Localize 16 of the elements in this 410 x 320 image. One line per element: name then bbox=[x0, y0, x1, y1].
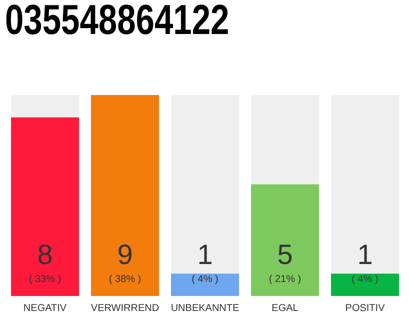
annotation: ( 38% ) bbox=[108, 274, 142, 285]
annotation: ( 4% ) bbox=[192, 274, 218, 285]
x-tick-label: NEGATIV bbox=[23, 302, 67, 314]
x-tick-label: UNBEKANNTE bbox=[170, 302, 240, 314]
data-label: 9 bbox=[117, 239, 133, 270]
annotation: ( 33% ) bbox=[28, 274, 62, 285]
annotation: ( 21% ) bbox=[268, 274, 302, 285]
data-label: 5 bbox=[277, 239, 293, 270]
x-tick-label: EGAL bbox=[272, 302, 299, 314]
x-tick-label: POSITIV bbox=[345, 302, 386, 314]
annotation: ( 4% ) bbox=[352, 274, 378, 285]
chart-title: 035548864122 bbox=[5, 0, 230, 44]
data-label: 1 bbox=[197, 239, 213, 270]
data-label: 8 bbox=[37, 239, 53, 270]
data-label: 1 bbox=[357, 239, 373, 270]
x-tick-label: VERWIRREND bbox=[90, 302, 160, 314]
